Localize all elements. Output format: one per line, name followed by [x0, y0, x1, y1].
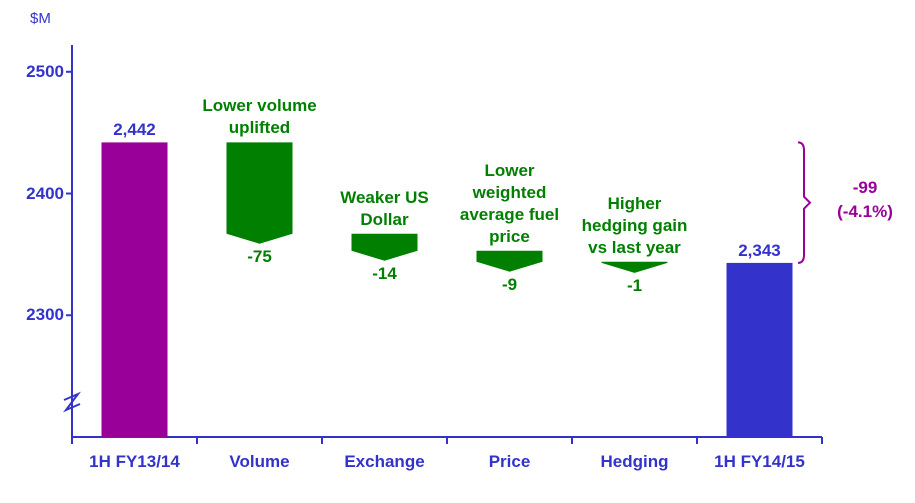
- value-label: -1: [626, 275, 643, 295]
- step-arrow: [476, 250, 543, 272]
- change-label: -99: [852, 177, 878, 197]
- y-tick-label: 2300: [26, 305, 64, 325]
- x-tick-label: Price: [488, 452, 531, 471]
- step-arrow: [601, 261, 668, 273]
- step-annotation: Higher hedging gain vs last year: [581, 193, 688, 257]
- step-annotation: Weaker US Dollar: [340, 187, 429, 229]
- x-tick-label: Exchange: [344, 452, 425, 471]
- y-tick-label: 2500: [26, 61, 64, 81]
- step-arrow: [351, 233, 418, 261]
- step-annotation: Lower volume uplifted: [202, 96, 317, 138]
- step-annotation: Lower weighted average fuel price: [459, 160, 560, 246]
- value-label: -14: [372, 263, 397, 283]
- step-arrow: [226, 142, 293, 244]
- change-percent-label: (-4.1%): [837, 201, 893, 221]
- y-axis-label: $M: [30, 10, 51, 27]
- value-label: 2,442: [113, 120, 156, 140]
- value-label: -9: [501, 274, 518, 294]
- bar: [101, 142, 168, 438]
- value-label: -75: [247, 246, 272, 266]
- bar: [726, 262, 793, 437]
- value-label: 2,343: [738, 240, 781, 260]
- x-tick-label: Volume: [229, 452, 290, 471]
- x-tick-label: Hedging: [600, 452, 669, 471]
- axis-break: [62, 391, 82, 413]
- change-bracket: [797, 141, 812, 264]
- y-tick-label: 2400: [26, 183, 64, 203]
- x-tick-label: 1H FY14/15: [714, 452, 805, 471]
- x-tick-label: 1H FY13/14: [89, 452, 180, 471]
